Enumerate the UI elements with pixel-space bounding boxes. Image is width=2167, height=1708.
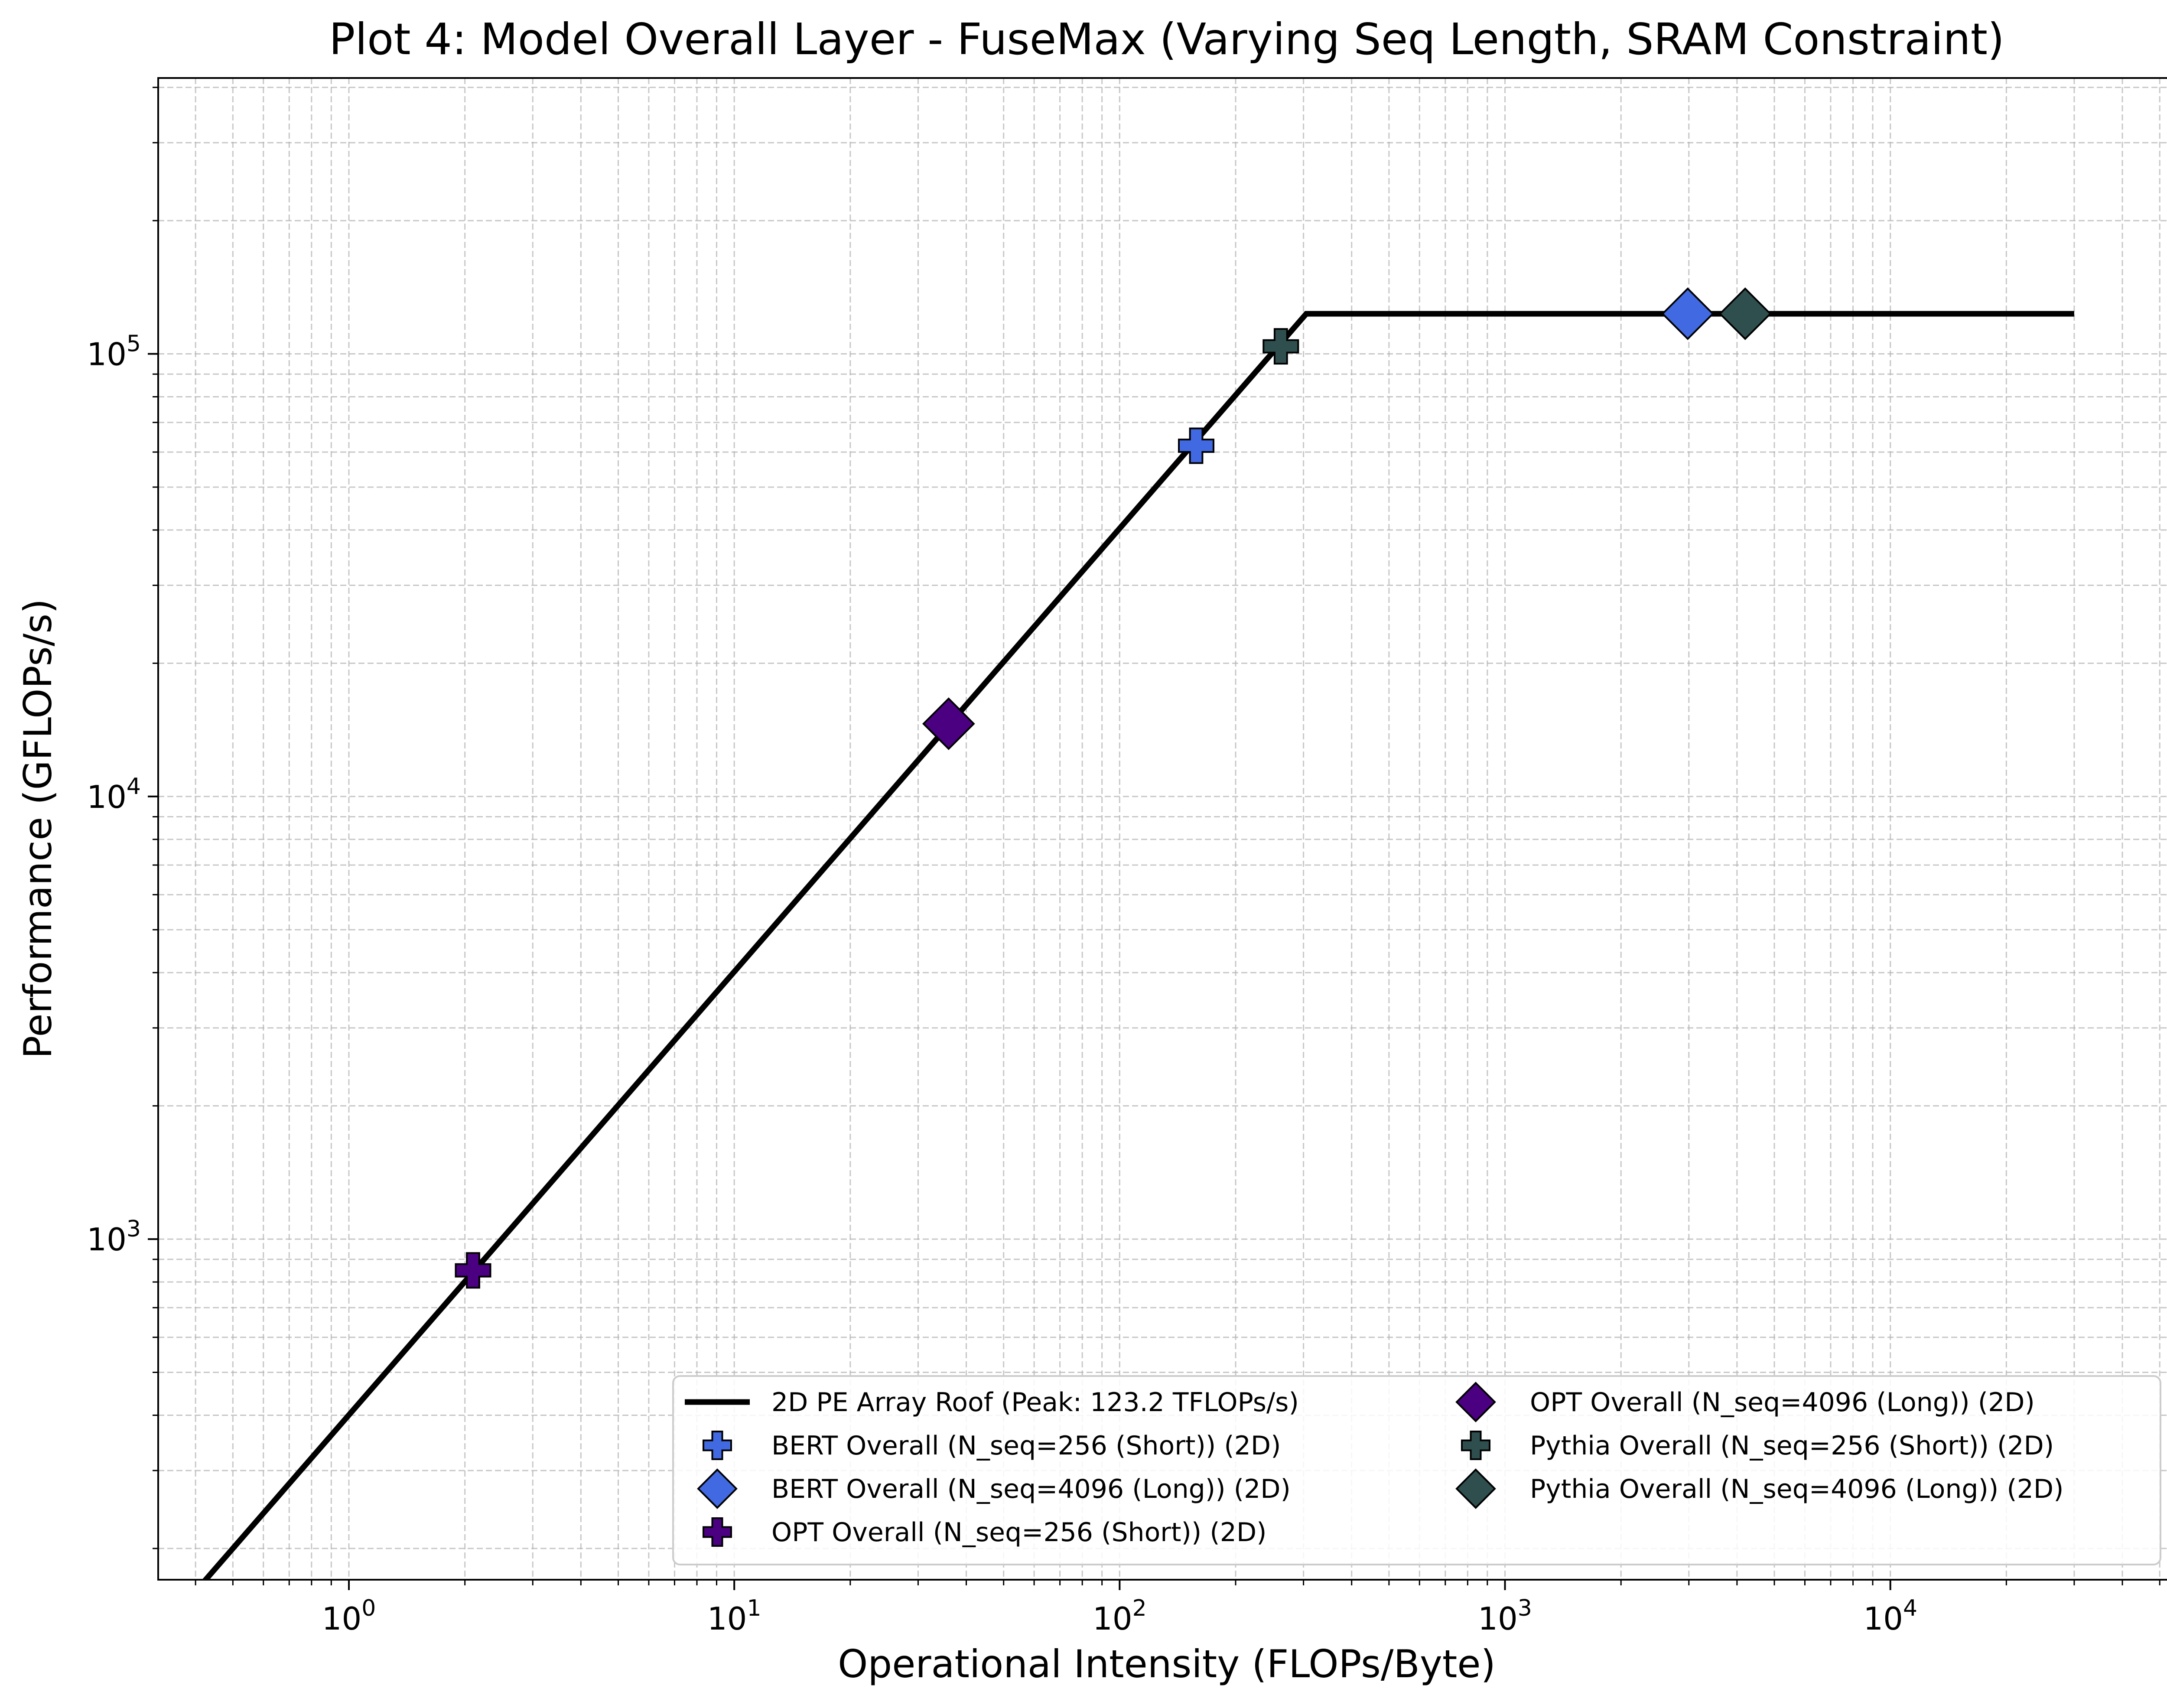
diamond-marker bbox=[922, 697, 975, 750]
roofline-layer bbox=[202, 311, 2074, 1580]
x-tick-label: 100 bbox=[322, 1595, 376, 1637]
x-tick-label: 103 bbox=[1478, 1595, 1532, 1637]
y-axis-label: Performance (GFLOPs/s) bbox=[16, 599, 60, 1058]
y-tick-labels: 103 104 105 bbox=[87, 331, 141, 1258]
legend-label: BERT Overall (N_seq=256 (Short)) (2D) bbox=[771, 1431, 1281, 1461]
roofline-line bbox=[202, 311, 2074, 1580]
data-markers bbox=[455, 287, 1772, 1289]
x-axis-label: Operational Intensity (FLOPs/Byte) bbox=[838, 1642, 1496, 1686]
legend-label: Pythia Overall (N_seq=256 (Short)) (2D) bbox=[1530, 1431, 2054, 1461]
legend: 2D PE Array Roof (Peak: 123.2 TFLOPs/s) B… bbox=[672, 1375, 2161, 1565]
legend-swatch-diamond bbox=[1455, 1382, 1496, 1422]
legend-swatch-plus bbox=[703, 1431, 732, 1460]
legend-label: 2D PE Array Roof (Peak: 123.2 TFLOPs/s) bbox=[771, 1387, 1299, 1418]
plus-marker bbox=[1262, 328, 1299, 365]
chart-title: Plot 4: Model Overall Layer - FuseMax (V… bbox=[329, 14, 2004, 65]
legend-label: OPT Overall (N_seq=4096 (Long)) (2D) bbox=[1530, 1387, 2035, 1418]
diamond-marker bbox=[1661, 287, 1715, 340]
x-tick-label: 102 bbox=[1093, 1595, 1147, 1637]
legend-label: Pythia Overall (N_seq=4096 (Long)) (2D) bbox=[1530, 1474, 2064, 1504]
legend-swatch-diamond bbox=[1455, 1468, 1496, 1509]
legend-label: BERT Overall (N_seq=4096 (Long)) (2D) bbox=[771, 1474, 1291, 1504]
legend-swatch-diamond bbox=[697, 1468, 738, 1509]
ticks bbox=[148, 87, 2160, 1590]
plot-frame bbox=[157, 77, 2167, 1581]
plus-marker bbox=[455, 1252, 491, 1289]
plus-marker bbox=[1178, 427, 1214, 464]
y-tick-label: 103 bbox=[87, 1216, 141, 1258]
legend-box bbox=[672, 1375, 2161, 1565]
x-tick-label: 104 bbox=[1863, 1595, 1917, 1637]
y-tick-label: 104 bbox=[87, 774, 141, 815]
grid bbox=[158, 78, 2167, 1580]
y-tick-label: 105 bbox=[87, 331, 141, 373]
diamond-marker bbox=[1718, 287, 1772, 340]
legend-label: OPT Overall (N_seq=256 (Short)) (2D) bbox=[771, 1517, 1267, 1548]
legend-swatch-plus bbox=[1461, 1431, 1490, 1460]
x-tick-labels: 100 101 102 103 104 bbox=[322, 1595, 1917, 1637]
legend-swatch-plus bbox=[703, 1517, 732, 1547]
x-tick-label: 101 bbox=[707, 1595, 761, 1637]
